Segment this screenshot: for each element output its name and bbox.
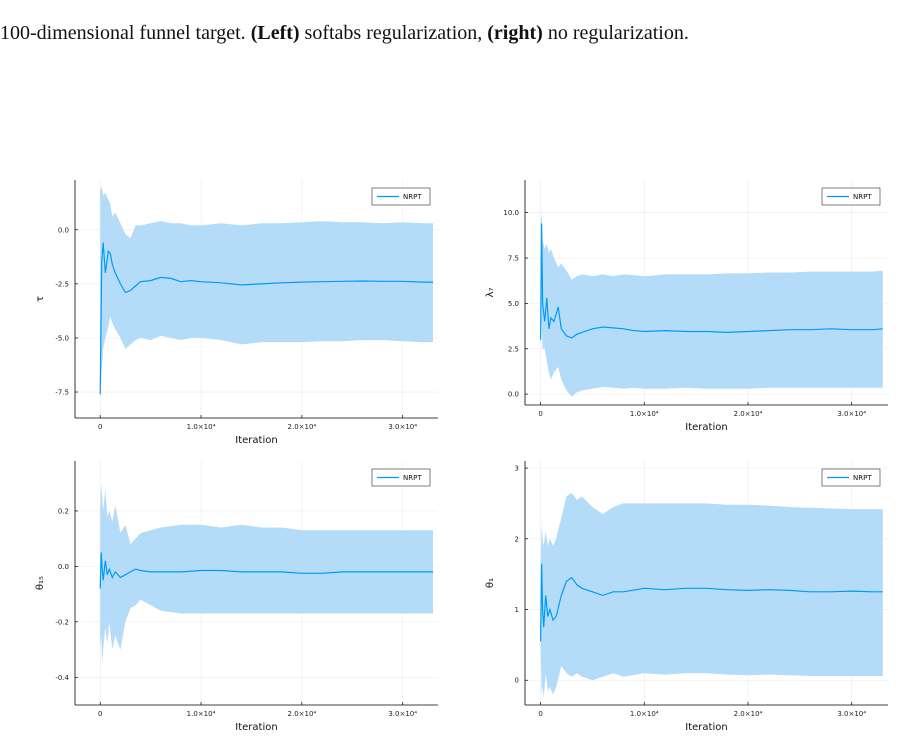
- legend-label: NRPT: [403, 474, 422, 482]
- y-tick-label: 7.5: [508, 255, 519, 263]
- x-axis-label: Iteration: [685, 722, 727, 733]
- x-tick-label: 1.0×10⁴: [630, 410, 659, 418]
- confidence-band: [540, 212, 883, 397]
- confidence-band: [100, 186, 433, 395]
- y-tick-label: 3: [515, 465, 519, 473]
- caption-right-label: (right): [487, 22, 543, 44]
- legend-label: NRPT: [403, 193, 422, 201]
- x-tick-label: 1.0×10⁴: [187, 423, 216, 431]
- y-tick-label: 0.0: [58, 563, 69, 571]
- y-axis-label: θ₁: [485, 578, 496, 588]
- chart-panel-1: 0 1.0×10⁴ 2.0×10⁴ 3.0×10⁴ -7.5 -5.0 -2.5 0.0 Ite…: [35, 180, 438, 446]
- x-axis-label: Iteration: [235, 435, 277, 446]
- y-axis-label: θ₁₅: [35, 576, 46, 590]
- legend-box: [821, 468, 881, 487]
- y-axis-label: τ: [35, 296, 46, 302]
- y-tick-label: 10.0: [503, 209, 519, 217]
- caption-left-text: softabs regularization,: [304, 22, 483, 44]
- y-tick-label: 0.0: [58, 226, 69, 234]
- chart-panel-4: 0 1.0×10⁴ 2.0×10⁴ 3.0×10⁴ 0 1 2 3 Iteration θ₁ NRP…: [485, 461, 888, 733]
- x-tick-label: 3.0×10⁴: [837, 710, 866, 718]
- x-axis-label: Iteration: [235, 722, 277, 733]
- legend-box: [371, 187, 431, 206]
- caption-right-text: no regularization.: [547, 22, 689, 44]
- x-tick-label: 3.0×10⁴: [388, 710, 417, 718]
- series-line: [99, 242, 433, 395]
- y-tick-label: 2: [515, 535, 519, 543]
- caption-left-label: (Left): [250, 22, 300, 44]
- legend-box: [371, 468, 431, 487]
- series-line: [540, 223, 883, 340]
- y-tick-label: 0.0: [508, 391, 519, 399]
- x-tick-label: 0: [538, 710, 542, 718]
- x-tick-label: 1.0×10⁴: [187, 710, 216, 718]
- y-tick-label: 1: [515, 606, 519, 614]
- caption-lead: 100-dimensional funnel target.: [0, 22, 246, 44]
- y-tick-label: 2.5: [508, 345, 519, 353]
- x-axis-label: Iteration: [685, 422, 727, 433]
- x-tick-label: 2.0×10⁴: [734, 710, 763, 718]
- figure-caption: 100-dimensional funnel target. (Left) so…: [0, 22, 904, 45]
- x-tick-label: 3.0×10⁴: [837, 410, 866, 418]
- y-tick-label: 0: [515, 677, 519, 685]
- chart-panel-3: 0 1.0×10⁴ 2.0×10⁴ 3.0×10⁴ -0.4 -0.2 0.0 0.2 Iter…: [35, 461, 438, 733]
- x-tick-label: 0: [538, 410, 542, 418]
- y-tick-label: 5.0: [508, 300, 519, 308]
- series-line: [99, 552, 433, 589]
- y-tick-label: -2.5: [55, 280, 69, 288]
- chart-panel-2: 0 1.0×10⁴ 2.0×10⁴ 3.0×10⁴ 0.0 2.5 5.0 7.5 10.0 It…: [485, 180, 888, 433]
- y-tick-label: -0.4: [55, 674, 69, 682]
- confidence-band: [540, 492, 883, 698]
- y-tick-label: -7.5: [55, 389, 69, 397]
- x-tick-label: 2.0×10⁴: [288, 423, 317, 431]
- y-tick-label: 0.2: [58, 507, 69, 515]
- x-tick-label: 0: [98, 423, 102, 431]
- legend-label: NRPT: [853, 474, 872, 482]
- x-tick-label: 0: [98, 710, 102, 718]
- x-tick-label: 1.0×10⁴: [630, 710, 659, 718]
- x-tick-label: 3.0×10⁴: [388, 423, 417, 431]
- x-tick-label: 2.0×10⁴: [288, 710, 317, 718]
- confidence-band: [100, 483, 433, 664]
- x-tick-label: 2.0×10⁴: [734, 410, 763, 418]
- y-tick-label: -5.0: [55, 334, 69, 342]
- series-line: [540, 563, 883, 642]
- legend-box: [821, 187, 881, 206]
- legend-label: NRPT: [853, 193, 872, 201]
- y-axis-label: λ₇: [485, 288, 496, 298]
- y-tick-label: -0.2: [55, 618, 69, 626]
